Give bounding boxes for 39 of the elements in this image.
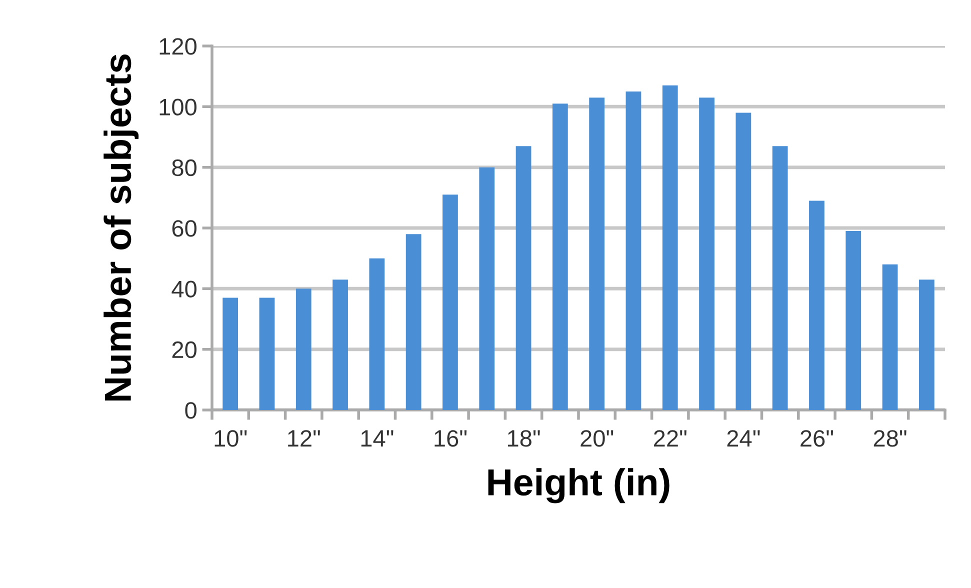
bar (296, 288, 312, 410)
x-tick-label: 28" (874, 430, 906, 447)
bar (918, 280, 934, 410)
x-tick-label: 22" (654, 430, 686, 447)
y-tick-label: 80 (172, 159, 196, 176)
bar (662, 85, 678, 410)
y-tick-label: 0 (185, 402, 196, 419)
y-axis-title: Number of subjects (104, 54, 139, 401)
bar (699, 98, 714, 410)
x-tick-label: 20" (580, 430, 614, 447)
x-tick-label: 14" (361, 430, 394, 447)
bar (846, 231, 862, 410)
bar (259, 298, 275, 410)
bar (442, 194, 458, 410)
bar (772, 146, 788, 410)
x-tick-label: 24" (727, 430, 760, 447)
bar (882, 264, 898, 410)
x-tick-label: 10" (214, 430, 247, 447)
y-tick-label: 120 (160, 38, 196, 55)
bar (736, 112, 752, 410)
bar (406, 234, 422, 410)
x-tick-label: 26" (800, 430, 834, 447)
y-tick-label: 40 (172, 280, 196, 298)
bar (479, 167, 495, 410)
bar (516, 146, 532, 410)
bar (332, 280, 348, 410)
x-axis-title: Height (in) (488, 468, 670, 504)
bar (626, 92, 642, 410)
x-tick-label: 18" (508, 430, 540, 447)
x-tick-label: 12" (288, 430, 320, 447)
y-tick-label: 20 (172, 341, 196, 358)
bar (552, 104, 568, 410)
y-tick-label: 100 (160, 98, 196, 116)
bar (809, 200, 824, 410)
x-tick-label: 16" (434, 430, 467, 447)
bar (369, 258, 385, 410)
y-tick-label: 60 (172, 220, 196, 237)
bar (222, 298, 238, 410)
bar (589, 98, 605, 410)
